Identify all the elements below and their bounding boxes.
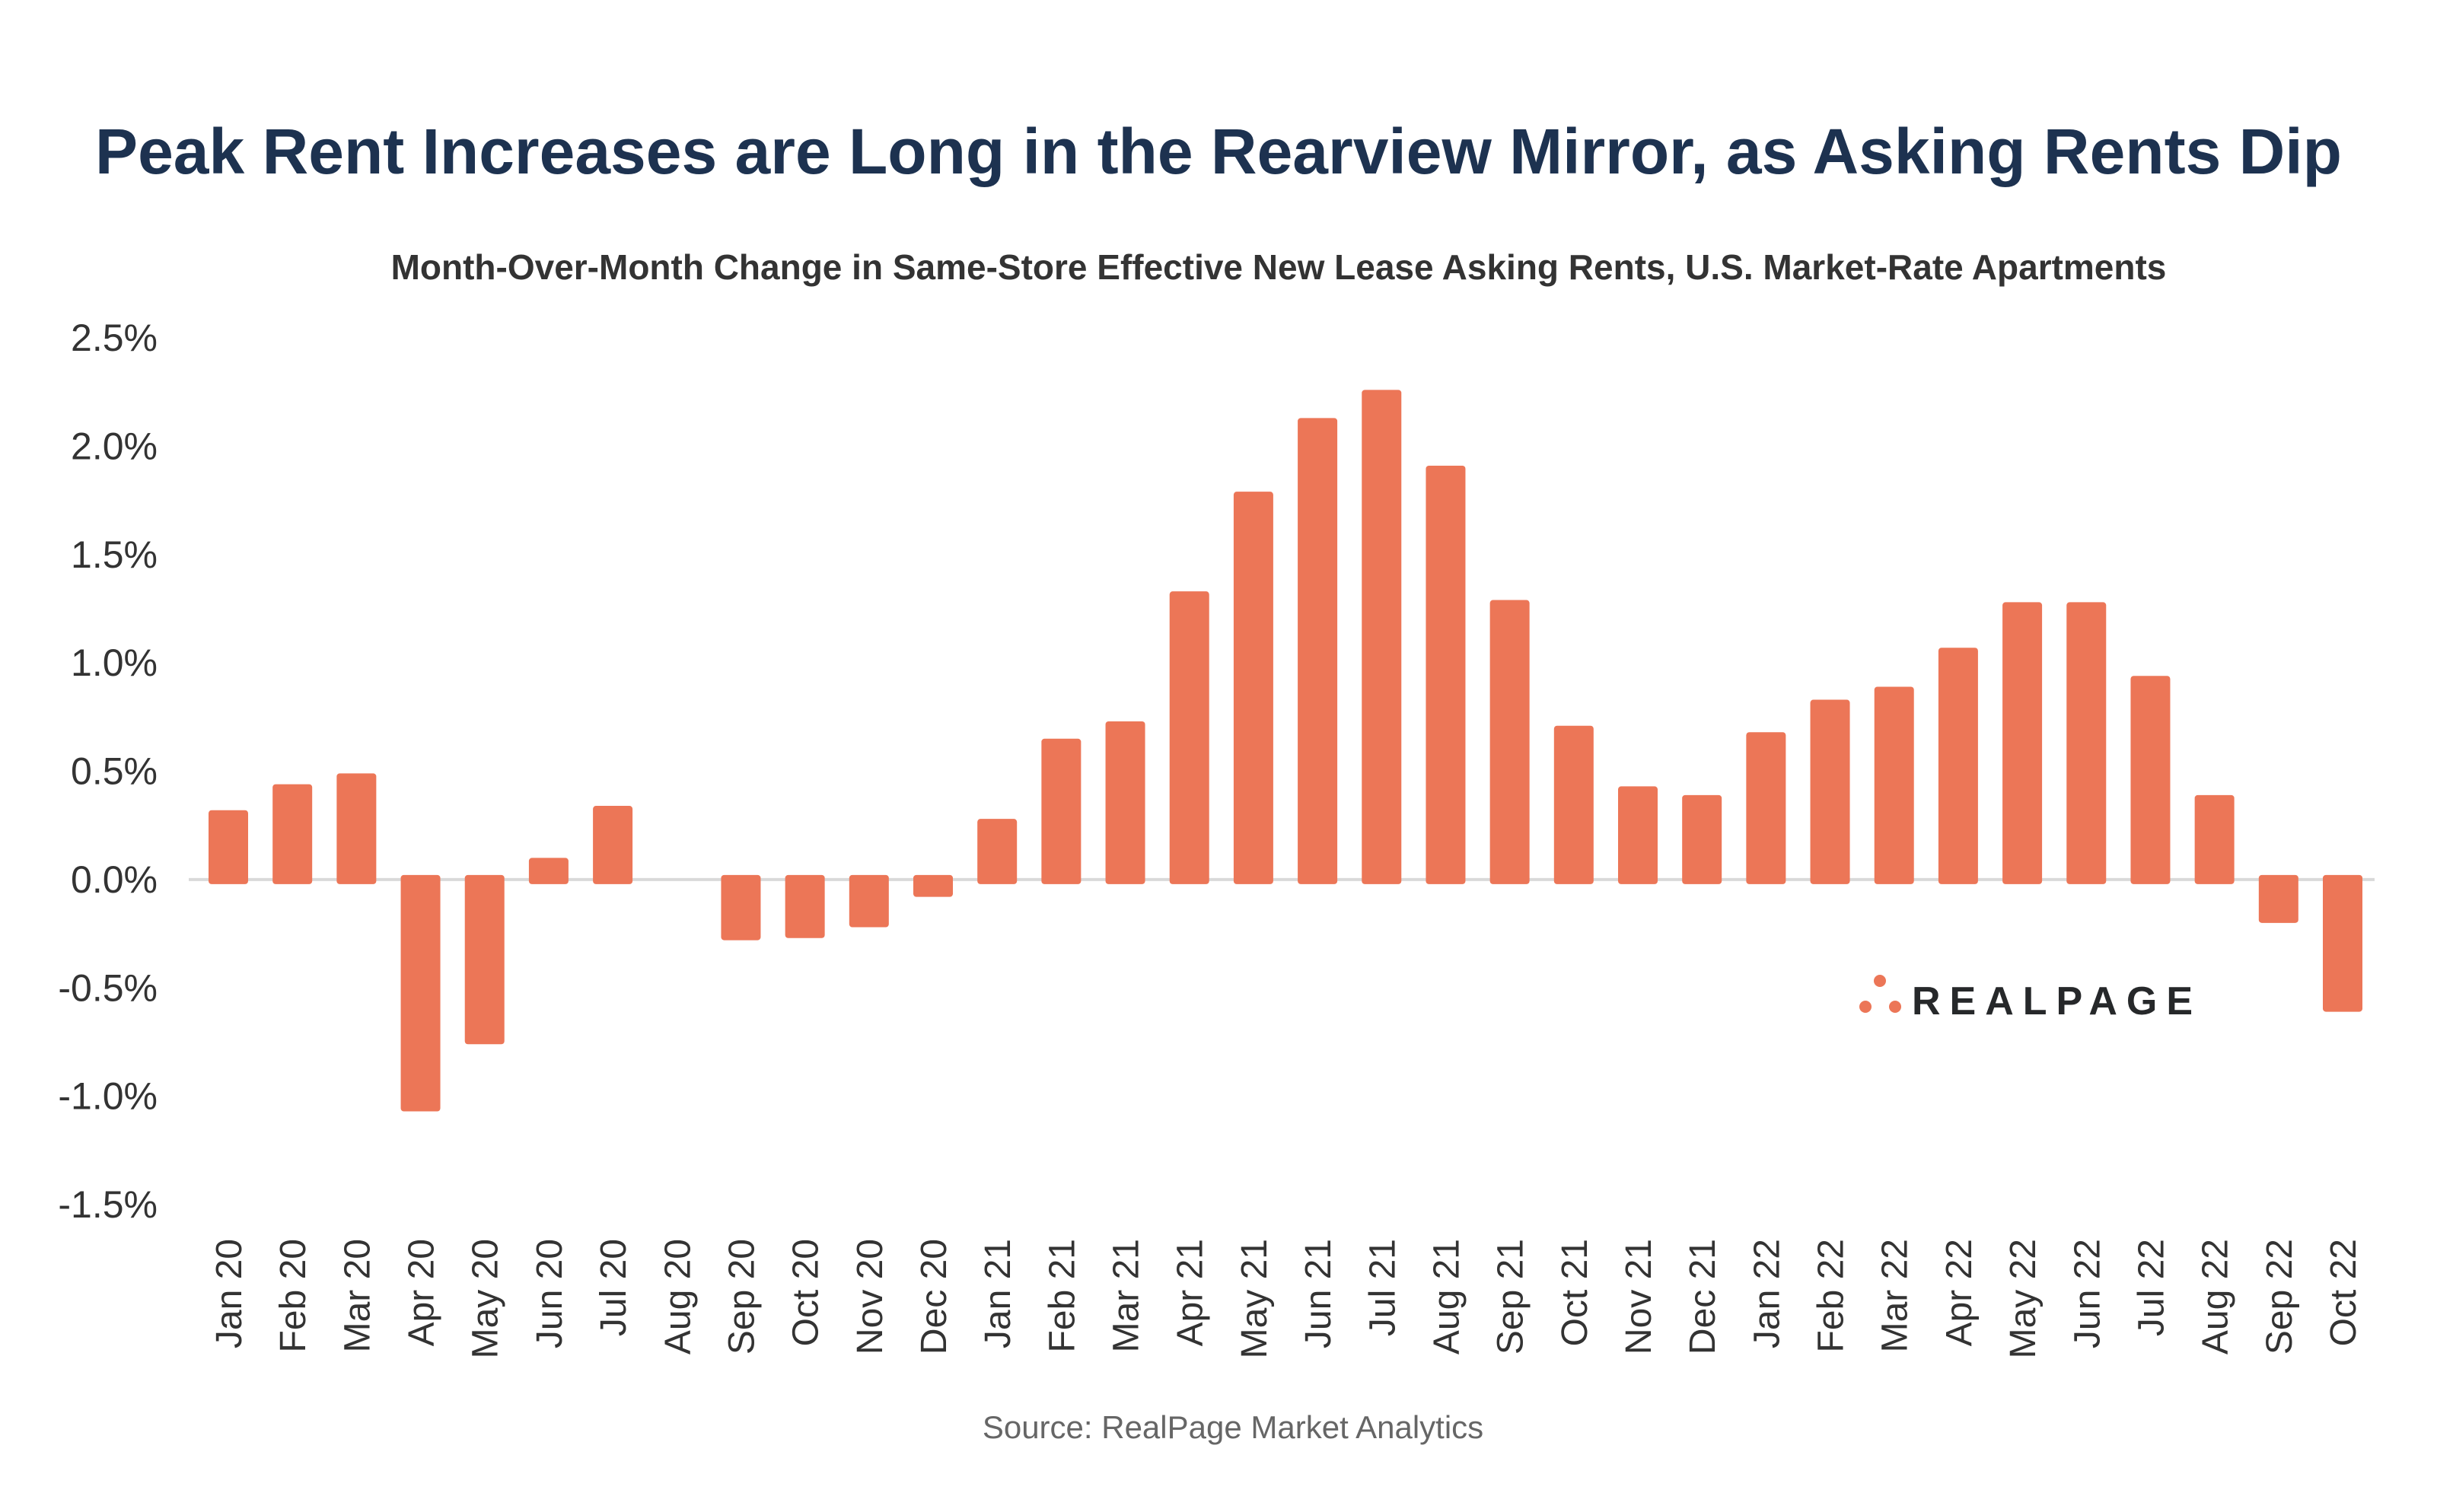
bar [1233, 492, 1273, 884]
realpage-logo: REALPAGE [1859, 975, 2202, 1023]
y-tick-label: 2.0% [71, 425, 158, 467]
x-tick-label: Aug 22 [2196, 1239, 2236, 1354]
x-tick-label: Mar 22 [1875, 1239, 1916, 1352]
x-tick-label: Apr 21 [1171, 1239, 1211, 1346]
x-tick-label: Jan 22 [1747, 1239, 1787, 1348]
bar [1746, 732, 1786, 884]
bar [849, 874, 889, 928]
x-tick-label: Apr 20 [402, 1239, 442, 1346]
x-tick-label: Jul 21 [1362, 1239, 1403, 1336]
y-tick-label: -0.5% [58, 966, 158, 1009]
bar [336, 773, 377, 884]
x-tick-label: Aug 21 [1426, 1239, 1467, 1354]
bar [1553, 725, 1594, 884]
bar [2258, 874, 2298, 923]
bar [1041, 738, 1082, 884]
x-tick-label: Dec 20 [914, 1239, 954, 1354]
y-tick-label: 0.5% [71, 750, 158, 793]
chart-subtitle: Month-Over-Month Change in Same-Store Ef… [391, 247, 2167, 287]
x-tick-label: Jun 21 [1298, 1239, 1339, 1348]
x-tick-label: Sep 22 [2260, 1239, 2300, 1354]
x-tick-label: Feb 21 [1042, 1239, 1082, 1352]
bar [209, 810, 248, 884]
chart-title: Peak Rent Increases are Long in the Rear… [95, 116, 2342, 187]
bar [1938, 648, 1978, 884]
bar [1874, 686, 1914, 884]
logo-dot-icon [1889, 1001, 1901, 1013]
logo-dot-icon [1874, 975, 1886, 987]
x-axis: Jan 20 Feb 20 Mar 20 Apr 20 May 20 Jun 20 Jul … [209, 1239, 2364, 1358]
x-tick-label: Dec 21 [1683, 1239, 1723, 1354]
bar [1810, 699, 1850, 884]
x-tick-label: Feb 20 [273, 1239, 314, 1352]
x-tick-label: May 20 [466, 1239, 506, 1358]
x-tick-label: Mar 21 [1107, 1239, 1147, 1352]
bar [593, 806, 633, 884]
x-tick-label: Apr 22 [1939, 1239, 1980, 1346]
y-tick-label: -1.5% [58, 1183, 158, 1226]
bar [272, 784, 313, 884]
bar [2066, 602, 2107, 884]
bar [464, 874, 505, 1045]
bar [2323, 874, 2362, 1012]
bar [785, 874, 825, 938]
x-tick-label: Feb 22 [1811, 1239, 1852, 1352]
bar [1489, 600, 1530, 884]
x-tick-label: May 21 [1234, 1239, 1275, 1358]
x-tick-label: Oct 22 [2324, 1239, 2364, 1346]
x-tick-label: Nov 21 [1619, 1239, 1659, 1354]
x-tick-label: Jun 20 [530, 1239, 570, 1348]
x-tick-label: Sep 20 [722, 1239, 762, 1354]
x-tick-label: Jul 22 [2131, 1239, 2171, 1336]
logo-text: REALPAGE [1912, 979, 2202, 1023]
bars [209, 390, 2362, 1112]
y-tick-label: 1.0% [71, 641, 158, 684]
source-note: Source: RealPage Market Analytics [983, 1409, 1483, 1445]
x-tick-label: Oct 21 [1555, 1239, 1595, 1346]
bar [2002, 602, 2043, 884]
x-tick-label: Sep 21 [1491, 1239, 1531, 1354]
x-tick-label: Mar 20 [337, 1239, 377, 1352]
bar [1426, 466, 1466, 884]
bar [1169, 591, 1209, 884]
y-axis: 2.5% 2.0% 1.5% 1.0% 0.5% 0.0% -0.5% -1.0% -1.5% [58, 317, 158, 1226]
x-tick-label: Jun 22 [2067, 1239, 2107, 1348]
bar [528, 858, 569, 884]
x-tick-label: Nov 20 [850, 1239, 890, 1354]
x-tick-label: Jan 21 [978, 1239, 1018, 1348]
bar [721, 874, 761, 941]
x-tick-label: Jan 20 [209, 1239, 250, 1348]
x-tick-label: Jul 20 [594, 1239, 634, 1336]
y-tick-label: -1.0% [58, 1075, 158, 1118]
bar [1362, 390, 1402, 884]
x-tick-label: Aug 20 [658, 1239, 698, 1354]
y-tick-label: 0.0% [71, 858, 158, 901]
y-tick-label: 1.5% [71, 533, 158, 576]
x-tick-label: May 22 [2003, 1239, 2044, 1358]
y-tick-label: 2.5% [71, 317, 158, 359]
bar [913, 874, 953, 897]
bar [1105, 721, 1145, 884]
bar [977, 819, 1018, 884]
bar [1682, 794, 1722, 884]
bar [1618, 786, 1658, 884]
bar [2194, 794, 2235, 884]
bar [1298, 418, 1338, 884]
bar [400, 874, 441, 1112]
x-tick-label: Oct 20 [786, 1239, 827, 1346]
bar [2130, 676, 2171, 884]
logo-dot-icon [1859, 1001, 1872, 1013]
